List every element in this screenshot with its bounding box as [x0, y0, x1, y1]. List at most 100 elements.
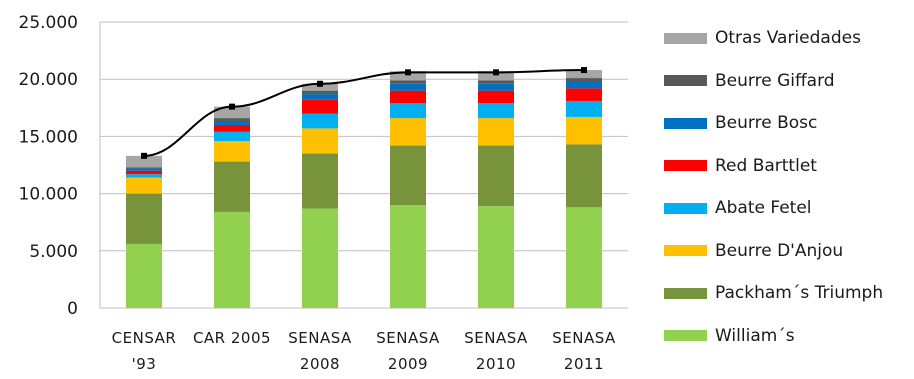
bar-segment-red-barttlet [302, 99, 338, 114]
bar-segment-red-barttlet [126, 170, 162, 175]
bar-segment-abate-fetel [390, 103, 426, 119]
legend-swatch [664, 117, 707, 129]
bar-segment-otras-variedades [214, 106, 250, 119]
y-tick-label: 15.000 [19, 127, 78, 147]
legend-item: Beurre D'Anjou [664, 239, 843, 263]
y-tick-label: 20.000 [19, 70, 78, 90]
legend-swatch [664, 32, 707, 44]
bar-segment-packham-s-triumph [478, 145, 514, 207]
x-axis-labels: CENSAR '93 CAR 2005 SENASA 2008 SENASA 2009 SEN… [112, 329, 616, 373]
legend-label: Abate Fetel [715, 198, 812, 218]
legend-swatch [664, 245, 707, 256]
bar-segment-beurre-d-anjou [126, 177, 162, 194]
bar-segment-beurre-d-anjou [478, 118, 514, 146]
bar-stack [478, 71, 514, 308]
bar-segment-beurre-bosc [566, 81, 602, 89]
x-tick-label: SENASA [376, 329, 440, 347]
bars [126, 70, 602, 308]
x-tick-label: '93 [132, 355, 157, 373]
x-tick-label: 2009 [388, 355, 428, 373]
legend-swatch [664, 202, 707, 214]
bar-segment-william-s [126, 243, 162, 308]
x-tick-label: SENASA [552, 329, 616, 347]
bar-segment-otras-variedades [478, 71, 514, 81]
gridlines [99, 21, 628, 309]
y-tick-label: 25.000 [19, 13, 78, 33]
bar-segment-red-barttlet [566, 88, 602, 101]
bar-segment-packham-s-triumph [126, 193, 162, 244]
legend-swatch [664, 287, 707, 299]
bar-segment-abate-fetel [214, 131, 250, 141]
legend-swatch [664, 160, 707, 171]
bar-stack [390, 71, 426, 308]
bar-segment-abate-fetel [566, 100, 602, 117]
bar-stack [566, 70, 602, 308]
bar-segment-beurre-bosc [478, 83, 514, 91]
legend-label: Beurre Giffard [715, 70, 835, 91]
bar-segment-william-s [566, 207, 602, 308]
bar-segment-beurre-giffard [302, 90, 338, 95]
bar-stack [126, 155, 162, 308]
legend-item: Otras Variedades [664, 26, 861, 50]
bar-segment-red-barttlet [390, 90, 426, 104]
x-tick-label: CENSAR [112, 329, 177, 347]
legend-item: Red Barttlet [664, 154, 817, 178]
bar-segment-otras-variedades [390, 71, 426, 81]
bar-segment-william-s [302, 208, 338, 308]
bar-segment-beurre-d-anjou [566, 116, 602, 145]
bar-segment-beurre-bosc [126, 168, 162, 171]
y-tick-label: 0 [67, 299, 78, 319]
y-tick-label: 5.000 [29, 242, 78, 262]
legend-swatch [664, 75, 707, 86]
bar-segment-beurre-giffard [566, 78, 602, 82]
bar-segment-william-s [214, 211, 250, 308]
total-line-marker [405, 69, 411, 76]
bar-segment-otras-variedades [302, 83, 338, 91]
total-line-path [143, 69, 585, 157]
legend-item: Abate Fetel [664, 196, 812, 220]
bar-segment-beurre-giffard [478, 80, 514, 84]
x-tick-label: SENASA [288, 329, 352, 347]
legend-label: Beurre D'Anjou [715, 240, 844, 261]
legend-label: Otras Variedades [715, 28, 861, 48]
x-tick-label: CAR 2005 [193, 329, 271, 347]
bar-segment-beurre-giffard [126, 167, 162, 169]
total-line-marker [229, 103, 235, 110]
bar-segment-otras-variedades [566, 70, 602, 79]
legend-label: William´s [715, 325, 795, 346]
bar-segment-abate-fetel [126, 174, 162, 178]
bar-segment-beurre-d-anjou [214, 140, 250, 162]
bar-segment-red-barttlet [478, 90, 514, 104]
bar-segment-beurre-d-anjou [390, 118, 426, 146]
bar-segment-abate-fetel [478, 103, 514, 119]
total-line-marker [493, 69, 499, 76]
bar-segment-beurre-bosc [302, 94, 338, 100]
bar-segment-packham-s-triumph [566, 144, 602, 208]
bar-segment-william-s [390, 205, 426, 308]
bar-segment-beurre-giffard [390, 80, 426, 84]
bar-segment-otras-variedades [126, 155, 162, 168]
legend-label: Red Barttlet [715, 155, 817, 176]
bar-segment-packham-s-triumph [302, 153, 338, 209]
x-tick-label: 2010 [476, 355, 516, 373]
legend-label: Beurre Bosc [715, 113, 818, 133]
x-tick-label: 2008 [300, 355, 340, 373]
bar-segment-beurre-d-anjou [302, 128, 338, 154]
x-tick-label: 2011 [564, 355, 604, 373]
bar-segment-red-barttlet [214, 124, 250, 132]
bar-segment-beurre-bosc [390, 83, 426, 91]
y-tick-label: 10.000 [19, 185, 78, 205]
bar-segment-william-s [478, 206, 514, 308]
total-line-marker [317, 80, 323, 87]
total-line [141, 67, 587, 159]
total-line-marker [141, 152, 147, 159]
legend-label: Packham´s Triumph [715, 283, 884, 303]
legend-item: Beurre Giffard [664, 69, 835, 93]
bar-segment-abate-fetel [302, 113, 338, 129]
bar-segment-beurre-bosc [214, 121, 250, 125]
bar-segment-packham-s-triumph [390, 145, 426, 206]
bar-stack [302, 83, 338, 308]
legend-item: Packham´s Triumph [664, 281, 883, 305]
bar-stack [214, 106, 250, 308]
